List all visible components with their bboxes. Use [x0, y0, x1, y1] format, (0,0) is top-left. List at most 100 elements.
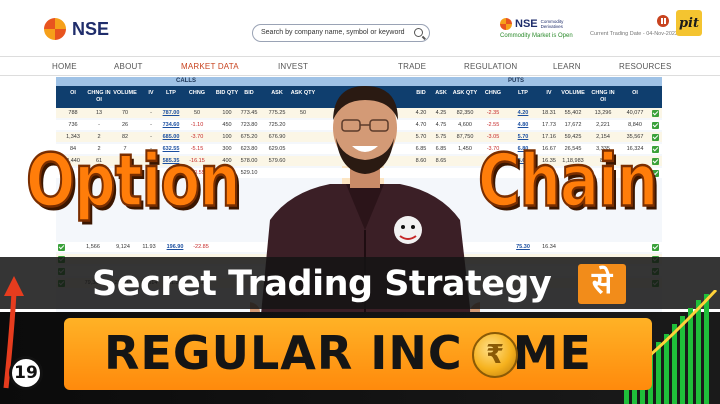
call-column-header: ASK [271, 90, 283, 96]
table-cell: -2.55 [486, 122, 500, 128]
table-cell: 1,18,983 [562, 158, 584, 164]
put-ltp-link[interactable]: 8.65 [517, 158, 529, 164]
nav-about[interactable]: ABOUT [114, 62, 143, 71]
table-cell: 775.25 [268, 110, 286, 116]
income-headline: REGULAR INC ME [104, 326, 592, 380]
put-ltp-link[interactable]: 5.70 [517, 134, 529, 140]
table-cell: -16.15 [189, 158, 205, 164]
row-checkbox[interactable] [58, 243, 65, 251]
table-cell: 50 [299, 110, 307, 116]
table-cell: 4.25 [435, 110, 447, 116]
table-cell: 16,324 [626, 146, 644, 152]
call-column-header: LTP [166, 90, 176, 96]
put-ltp-link[interactable]: 4.20 [517, 110, 529, 116]
call-column-header: CHNG [188, 90, 206, 96]
pause-icon[interactable] [657, 15, 669, 27]
table-cell: - [150, 110, 152, 116]
up-arrow-icon [3, 276, 24, 389]
search-input[interactable]: Search by company name, symbol or keywor… [252, 24, 430, 42]
table-cell: 11.93 [142, 244, 156, 250]
commodity-sub: Commodity Derivatives [540, 19, 564, 29]
call-column-header: BID [244, 90, 254, 96]
put-ltp-link[interactable]: 4.80 [517, 122, 529, 128]
table-cell: 61 [95, 158, 103, 164]
table-cell: - [98, 122, 100, 128]
search-placeholder: Search by company name, symbol or keywor… [261, 29, 405, 36]
table-cell: 82 [121, 134, 129, 140]
put-column-header: VOLUME [561, 90, 585, 96]
nav-invest[interactable]: INVEST [278, 62, 309, 71]
table-cell: - [150, 134, 152, 140]
call-ltp-link[interactable]: 585.35 [162, 158, 180, 164]
title-word-chain: Chain [477, 137, 659, 225]
search-icon[interactable] [414, 28, 423, 37]
table-cell: 1,343 [66, 134, 80, 140]
table-cell: 1,450 [458, 146, 472, 152]
put-column-header: CHNG [484, 90, 502, 96]
table-cell: 59,425 [564, 134, 582, 140]
call-ltp-link[interactable]: 734.60 [162, 122, 180, 128]
table-cell: 100 [222, 134, 232, 140]
row-checkbox[interactable] [652, 145, 659, 153]
table-cell: 1,566 [86, 244, 100, 250]
table-cell: 4,600 [458, 122, 472, 128]
table-cell: 400 [222, 158, 232, 164]
table-cell: 84 [69, 146, 77, 152]
hindi-word-badge: से [578, 264, 626, 304]
commodity-logo-icon [500, 18, 512, 30]
table-cell: - [150, 122, 152, 128]
table-cell: 5.75 [435, 134, 447, 140]
table-cell: 17.16 [542, 134, 556, 140]
table-cell: 450 [222, 122, 232, 128]
call-ltp-link[interactable]: 787.00 [162, 110, 180, 116]
table-cell: 676.90 [268, 134, 286, 140]
row-checkbox[interactable] [652, 121, 659, 129]
nse-logo[interactable]: NSE [44, 18, 109, 40]
nav-regulation[interactable]: REGULATION [464, 62, 518, 71]
table-cell: 75.30 [516, 244, 530, 250]
nav-resources[interactable]: RESOURCES [619, 62, 672, 71]
nav-home[interactable]: HOME [52, 62, 77, 71]
rupee-coin-icon: ₹ [472, 332, 518, 378]
table-cell: 13 [95, 110, 103, 116]
table-cell: -1.10 [190, 122, 204, 128]
table-cell: 100 [222, 110, 232, 116]
table-cell: -3.70 [190, 134, 204, 140]
main-nav: HOME ABOUT MARKET DATA INVEST TRADE REGU… [0, 56, 720, 76]
table-cell: 40,077 [626, 110, 644, 116]
table-cell: 4.70 [415, 122, 427, 128]
subtitle-text: Secret Trading Strategy [92, 264, 552, 304]
nav-market-data[interactable]: MARKET DATA [181, 62, 239, 71]
table-cell: 773.45 [240, 110, 258, 116]
table-cell: 87,750 [456, 134, 474, 140]
income-text-main: REGULAR INC [104, 326, 463, 380]
table-cell: 300 [222, 146, 232, 152]
call-ltp-link[interactable]: 685.00 [162, 134, 180, 140]
row-checkbox[interactable] [652, 157, 659, 165]
nse-logo-icon [44, 18, 66, 40]
nav-trade[interactable]: TRADE [398, 62, 427, 71]
table-cell: 2 [97, 134, 101, 140]
table-cell: 4.75 [435, 122, 447, 128]
row-checkbox[interactable] [652, 169, 659, 177]
table-cell: -3.05 [486, 134, 500, 140]
commodity-logo[interactable]: NSE Commodity Derivatives Commodity Mark… [500, 18, 574, 39]
table-cell: 82,350 [456, 110, 474, 116]
table-cell: 4.20 [415, 110, 427, 116]
table-cell: 26 [121, 122, 129, 128]
row-checkbox[interactable] [652, 109, 659, 117]
put-ltp-link[interactable]: 6.80 [517, 146, 529, 152]
table-cell: 196.90 [166, 244, 184, 250]
row-checkbox[interactable] [652, 133, 659, 141]
nav-learn[interactable]: LEARN [553, 62, 581, 71]
table-cell: 8.65 [435, 158, 447, 164]
market-status: Commodity Market is Open [500, 33, 573, 39]
put-column-header: OI [632, 90, 638, 96]
table-cell: 82 [599, 158, 607, 164]
call-column-header: BID QTY [215, 90, 239, 96]
row-checkbox[interactable] [652, 243, 659, 251]
call-ltp-link[interactable]: 632.55 [162, 146, 180, 152]
table-cell: 50 [223, 170, 231, 176]
episode-number-badge: 19 [9, 356, 43, 390]
title-word-option: Option [25, 137, 242, 225]
